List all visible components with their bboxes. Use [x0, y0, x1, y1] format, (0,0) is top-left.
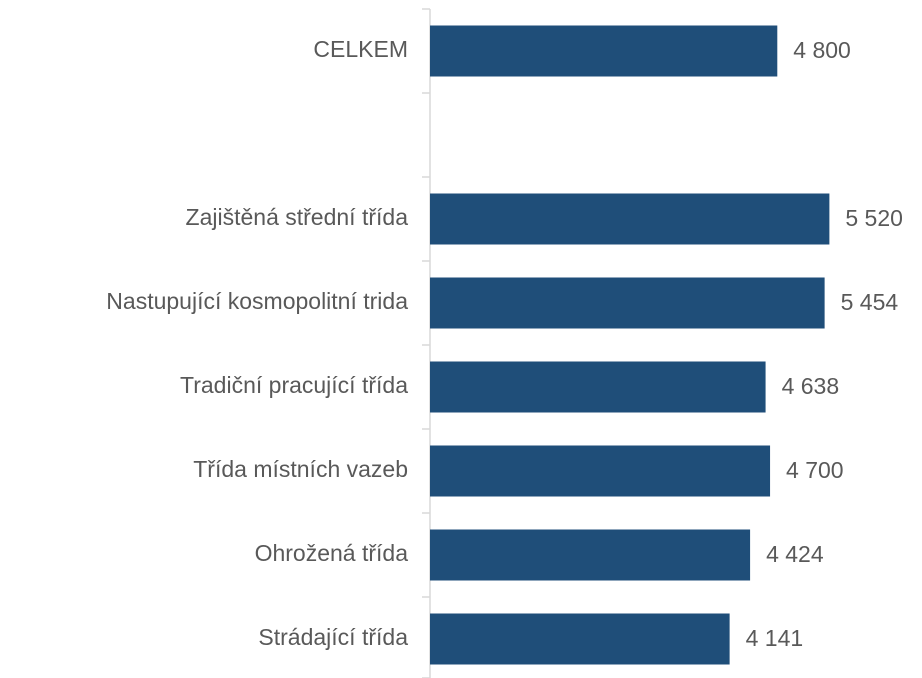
bar	[430, 193, 830, 245]
bar	[430, 529, 751, 581]
y-tick-label: Ohrožená třída	[255, 540, 409, 566]
bar	[430, 361, 766, 413]
value-label: 4 700	[786, 457, 844, 483]
y-tick-label: CELKEM	[313, 36, 408, 62]
value-label: 4 638	[782, 373, 840, 399]
value-label: 4 424	[766, 541, 824, 567]
y-tick-label: Zajištěná střední třída	[186, 204, 409, 230]
value-label: 4 800	[793, 37, 851, 63]
bar	[430, 613, 730, 665]
value-label: 5 454	[841, 289, 899, 315]
value-label: 5 520	[845, 205, 903, 231]
bar	[430, 25, 778, 77]
y-tick-label: Nastupující kosmopolitní trida	[106, 288, 408, 314]
y-tick-label: Třída místních vazeb	[193, 456, 408, 482]
bar	[430, 277, 825, 329]
y-tick-label: Strádající třída	[258, 624, 408, 650]
bar	[430, 445, 771, 497]
value-label: 4 141	[746, 625, 804, 651]
y-tick-label: Tradiční pracující třída	[180, 372, 408, 398]
